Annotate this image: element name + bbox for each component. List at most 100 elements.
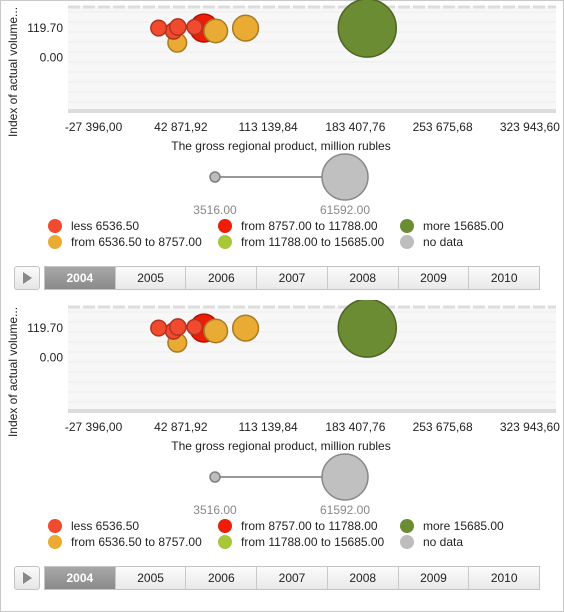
- legend-label: less 6536.50: [71, 219, 140, 233]
- bubble-point[interactable]: [231, 314, 260, 342]
- bubble-point[interactable]: [337, 0, 397, 58]
- color-legend-2: less 6536.50 from 8757.00 to 11788.00 more…: [0, 518, 564, 554]
- legend-label: from 8757.00 to 11788.00: [241, 519, 378, 533]
- bubble-point[interactable]: [150, 19, 168, 37]
- color-legend-1: less 6536.50 from 8757.00 to 11788.00 more…: [0, 218, 564, 254]
- legend-swatch: [218, 535, 232, 549]
- size-legend-min-bubble: [209, 171, 221, 183]
- legend-swatch: [400, 235, 414, 249]
- size-legend-min-label: 3516.00: [193, 503, 237, 517]
- year-tab-2005[interactable]: 2005: [116, 267, 187, 289]
- legend-swatch: [48, 219, 62, 233]
- year-tab-2006[interactable]: 2006: [186, 267, 258, 289]
- y-tick-label: 119.70: [27, 321, 63, 335]
- timeline-1[interactable]: 2004 2005 2006 2007 2008 2009 2010: [14, 266, 540, 290]
- y-tick-label: 119.70: [27, 21, 63, 35]
- x-tick-label: 183 407,76: [325, 120, 385, 134]
- size-legend-min-bubble: [209, 471, 221, 483]
- year-selector[interactable]: 2004 2005 2006 2007 2008 2009 2010: [44, 266, 540, 290]
- year-tab-2004[interactable]: 2004: [45, 567, 116, 589]
- legend-swatch: [48, 535, 62, 549]
- bubble-point[interactable]: [231, 14, 260, 42]
- bubble-chart-2: 119.70 0.00 Index of actual volume... -27 3…: [6, 300, 560, 517]
- play-button[interactable]: [14, 566, 40, 590]
- x-tick-label: 323 943,60: [500, 120, 560, 134]
- bubble-point[interactable]: [337, 300, 397, 358]
- bubble-point[interactable]: [169, 18, 187, 36]
- legend-label: from 11788.00 to 15685.00: [241, 535, 385, 549]
- year-tab-2010[interactable]: 2010: [490, 271, 518, 285]
- year-tab-2006[interactable]: 2006: [186, 567, 258, 589]
- y-tick-label: 0.00: [40, 50, 64, 64]
- legend-item: more 15685.00: [400, 218, 504, 234]
- legend-item: from 11788.00 to 15685.00: [218, 234, 384, 250]
- y-tick-label: 0.00: [40, 350, 64, 364]
- year-tab-2007[interactable]: 2007: [257, 567, 328, 589]
- legend-label: no data: [423, 535, 464, 549]
- legend-item: from 11788.00 to 15685.00: [218, 534, 384, 550]
- bubble-point[interactable]: [186, 318, 204, 336]
- year-tab-2010[interactable]: 2010: [490, 571, 518, 585]
- x-tick-label: 42 871,92: [154, 120, 208, 134]
- bubble-point[interactable]: [186, 18, 204, 36]
- bubble-point[interactable]: [150, 319, 168, 337]
- legend-swatch: [400, 219, 414, 233]
- x-tick-label: 183 407,76: [325, 420, 385, 434]
- legend-label: from 6536.50 to 8757.00: [71, 235, 202, 249]
- legend-swatch: [48, 235, 62, 249]
- legend-label: less 6536.50: [71, 519, 140, 533]
- x-tick-label: 113 139,84: [239, 120, 298, 134]
- legend-label: from 8757.00 to 11788.00: [241, 219, 378, 233]
- legend-swatch: [218, 219, 232, 233]
- timeline-2[interactable]: 2004 2005 2006 2007 2008 2009 2010: [14, 566, 540, 590]
- year-tab-2008[interactable]: 2008: [328, 267, 399, 289]
- x-axis-title: The gross regional product, million rubl…: [171, 139, 390, 153]
- size-legend-max-label: 61592.00: [320, 503, 370, 517]
- x-tick-label: 253 675,68: [413, 420, 473, 434]
- legend-item: from 8757.00 to 11788.00: [218, 518, 378, 534]
- bubble-chart-panel-2: 119.70 0.00 Index of actual volume... -27 3…: [0, 300, 564, 600]
- x-tick-label: -27 396,00: [65, 420, 123, 434]
- legend-item: no data: [400, 234, 463, 250]
- plot-area: [68, 306, 556, 410]
- year-selector[interactable]: 2004 2005 2006 2007 2008 2009 2010: [44, 566, 540, 590]
- plot-area: [68, 6, 556, 110]
- legend-swatch: [48, 519, 62, 533]
- legend-swatch: [400, 519, 414, 533]
- year-tab-2007[interactable]: 2007: [257, 267, 328, 289]
- year-tab-2009[interactable]: 2009: [399, 567, 470, 589]
- play-button[interactable]: [14, 266, 40, 290]
- x-tick-label: -27 396,00: [65, 120, 123, 134]
- size-legend-max-label: 61592.00: [320, 203, 370, 217]
- bubble-point[interactable]: [203, 18, 229, 44]
- legend-item: from 8757.00 to 11788.00: [218, 218, 378, 234]
- legend-label: from 11788.00 to 15685.00: [241, 235, 385, 249]
- year-tab-2005[interactable]: 2005: [116, 567, 187, 589]
- legend-label: no data: [423, 235, 464, 249]
- legend-item: from 6536.50 to 8757.00: [48, 534, 202, 550]
- bubble-chart-panel-1: 119.70 0.00 Index of actual volume... -27 3…: [0, 0, 564, 300]
- play-icon: [23, 272, 32, 284]
- bubble-point[interactable]: [169, 318, 187, 336]
- legend-label: from 6536.50 to 8757.00: [71, 535, 202, 549]
- year-tab-2008[interactable]: 2008: [328, 567, 399, 589]
- legend-item: more 15685.00: [400, 518, 504, 534]
- legend-item: less 6536.50: [48, 518, 139, 534]
- legend-item: no data: [400, 534, 463, 550]
- legend-label: more 15685.00: [423, 519, 504, 533]
- size-legend-min-label: 3516.00: [193, 203, 237, 217]
- legend-item: from 6536.50 to 8757.00: [48, 234, 202, 250]
- legend-swatch: [218, 235, 232, 249]
- bubble-point[interactable]: [203, 318, 229, 344]
- x-axis-title: The gross regional product, million rubl…: [171, 439, 390, 453]
- x-tick-label: 323 943,60: [500, 420, 560, 434]
- x-axis-line: [68, 109, 556, 113]
- legend-label: more 15685.00: [423, 219, 504, 233]
- x-tick-label: 42 871,92: [154, 420, 208, 434]
- size-legend-max-bubble: [321, 453, 369, 501]
- year-tab-2004[interactable]: 2004: [45, 267, 116, 289]
- size-legend-max-bubble: [321, 153, 369, 201]
- legend-item: less 6536.50: [48, 218, 139, 234]
- year-tab-2009[interactable]: 2009: [399, 267, 470, 289]
- legend-swatch: [218, 519, 232, 533]
